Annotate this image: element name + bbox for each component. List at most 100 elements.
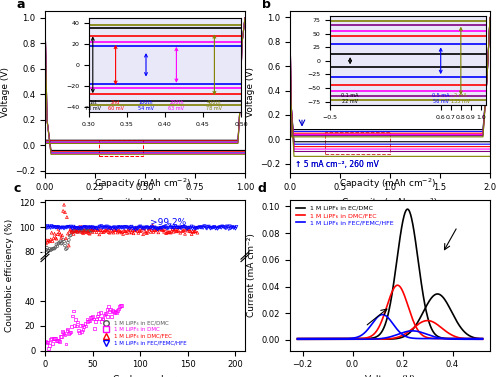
Point bbox=[84, 228, 92, 234]
Point bbox=[106, 225, 114, 231]
Point bbox=[152, 227, 160, 233]
Point bbox=[94, 311, 102, 317]
Point bbox=[68, 225, 76, 231]
Point bbox=[66, 224, 74, 230]
Point bbox=[76, 329, 84, 336]
Point bbox=[104, 226, 112, 232]
Point bbox=[146, 225, 154, 231]
Point bbox=[114, 228, 122, 234]
Point bbox=[43, 237, 51, 243]
Point bbox=[181, 231, 189, 237]
Point bbox=[183, 225, 191, 231]
Point bbox=[78, 322, 86, 328]
Point bbox=[66, 233, 74, 239]
Point bbox=[88, 226, 96, 232]
Point bbox=[134, 225, 142, 231]
Point bbox=[105, 303, 113, 310]
Point bbox=[177, 224, 185, 230]
Point bbox=[146, 229, 154, 235]
Point bbox=[56, 238, 64, 244]
Point bbox=[94, 227, 102, 233]
Point bbox=[196, 224, 203, 230]
Point bbox=[86, 228, 94, 234]
Point bbox=[99, 224, 107, 230]
Point bbox=[46, 236, 54, 242]
Point bbox=[176, 224, 184, 230]
Point bbox=[138, 225, 146, 231]
Point bbox=[103, 228, 111, 234]
Point bbox=[82, 224, 90, 230]
Point bbox=[63, 214, 71, 220]
Point bbox=[68, 323, 76, 329]
Point bbox=[182, 227, 190, 233]
Text: b: b bbox=[262, 0, 271, 11]
Point bbox=[61, 332, 69, 338]
Point bbox=[164, 229, 172, 235]
Point bbox=[144, 228, 152, 234]
Point bbox=[79, 228, 87, 234]
Point bbox=[44, 339, 52, 345]
Point bbox=[92, 318, 100, 324]
Point bbox=[57, 235, 65, 241]
Point bbox=[137, 228, 145, 234]
Point bbox=[58, 328, 66, 334]
Point bbox=[86, 228, 94, 234]
Point bbox=[128, 226, 136, 232]
Point bbox=[161, 224, 169, 230]
Point bbox=[168, 224, 175, 230]
Point bbox=[136, 228, 144, 234]
Point bbox=[92, 229, 100, 235]
Point bbox=[117, 230, 125, 236]
Point bbox=[86, 225, 94, 231]
Point bbox=[52, 337, 60, 343]
Point bbox=[66, 228, 74, 234]
Point bbox=[90, 225, 98, 231]
Point bbox=[154, 225, 162, 231]
Point bbox=[145, 225, 153, 231]
Point bbox=[65, 330, 73, 336]
Point bbox=[48, 238, 56, 244]
X-axis label: Capacity (mAh cm⁻²): Capacity (mAh cm⁻²) bbox=[98, 198, 192, 207]
Point bbox=[160, 224, 168, 230]
Point bbox=[130, 227, 138, 233]
Point bbox=[125, 225, 133, 231]
Point bbox=[194, 225, 202, 231]
Point bbox=[117, 225, 125, 231]
Point bbox=[108, 225, 116, 231]
Point bbox=[192, 224, 200, 230]
Point bbox=[92, 225, 100, 231]
Legend: 1 M LiPF₆ in EC/DMC, 1 M LiPF₆ in DMC, 1 M LiPF₆ in DMC/FEC, 1 M LiPF₆ in FEC/FE: 1 M LiPF₆ in EC/DMC, 1 M LiPF₆ in DMC, 1… bbox=[101, 319, 189, 348]
Point bbox=[84, 318, 92, 324]
Point bbox=[54, 243, 62, 249]
Point bbox=[84, 224, 92, 230]
Point bbox=[172, 226, 179, 232]
Point bbox=[212, 225, 220, 231]
Point bbox=[108, 226, 116, 232]
Point bbox=[110, 310, 118, 316]
Point bbox=[90, 225, 98, 231]
Point bbox=[61, 224, 69, 230]
Point bbox=[170, 225, 178, 231]
Point bbox=[103, 307, 111, 313]
Point bbox=[70, 225, 78, 231]
Point bbox=[72, 323, 80, 329]
Text: c: c bbox=[13, 182, 20, 195]
Point bbox=[66, 232, 74, 238]
Point bbox=[166, 230, 174, 236]
Point bbox=[94, 225, 102, 231]
Point bbox=[52, 241, 60, 247]
Point bbox=[162, 224, 170, 230]
Point bbox=[138, 225, 146, 231]
Point bbox=[226, 223, 234, 229]
Point bbox=[152, 225, 160, 231]
Point bbox=[46, 238, 54, 244]
Point bbox=[148, 224, 156, 230]
Point bbox=[106, 225, 114, 231]
Point bbox=[128, 224, 136, 230]
Point bbox=[79, 225, 87, 231]
Point bbox=[48, 341, 56, 347]
Point bbox=[76, 224, 84, 230]
Point bbox=[225, 226, 233, 232]
Point bbox=[159, 227, 167, 233]
Point bbox=[64, 231, 72, 237]
